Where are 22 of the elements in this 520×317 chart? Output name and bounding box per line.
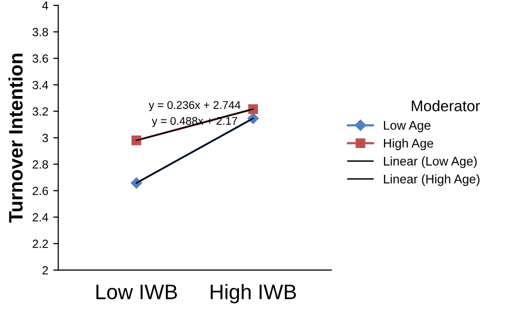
- y-tick-label: 3.6: [32, 54, 48, 63]
- y-tick-label: 3.4: [32, 80, 48, 90]
- y-tick-label: 3.8: [32, 28, 48, 36]
- y-tick-label: 2.8: [32, 160, 48, 169]
- y-tick-label: 2.6: [32, 186, 48, 196]
- point: [248, 104, 258, 114]
- legend-label: Linear (Low Age): [384, 156, 477, 168]
- y-tick-label: 3.2: [32, 107, 48, 116]
- y-tick-label: 4: [42, 2, 48, 10]
- y-tick-label: 2: [42, 266, 48, 274]
- x-tick-label: High IWB: [210, 284, 296, 304]
- y-tick-label: 2.2: [32, 240, 48, 248]
- y-axis-title: Turnover Intention: [8, 54, 23, 223]
- legend-title: Moderator: [412, 100, 480, 112]
- y-tick-label: 2.4: [32, 213, 48, 222]
- legend-label: Low Age: [384, 121, 430, 132]
- point: [132, 136, 142, 146]
- legend-label: Linear (High Age): [384, 174, 480, 186]
- x-tick-label: Low IWB: [96, 284, 177, 300]
- annotation: y = 0.236x + 2.744: [148, 101, 240, 112]
- legend-label: High Age: [384, 138, 434, 150]
- y-tick-label: 3: [42, 134, 48, 142]
